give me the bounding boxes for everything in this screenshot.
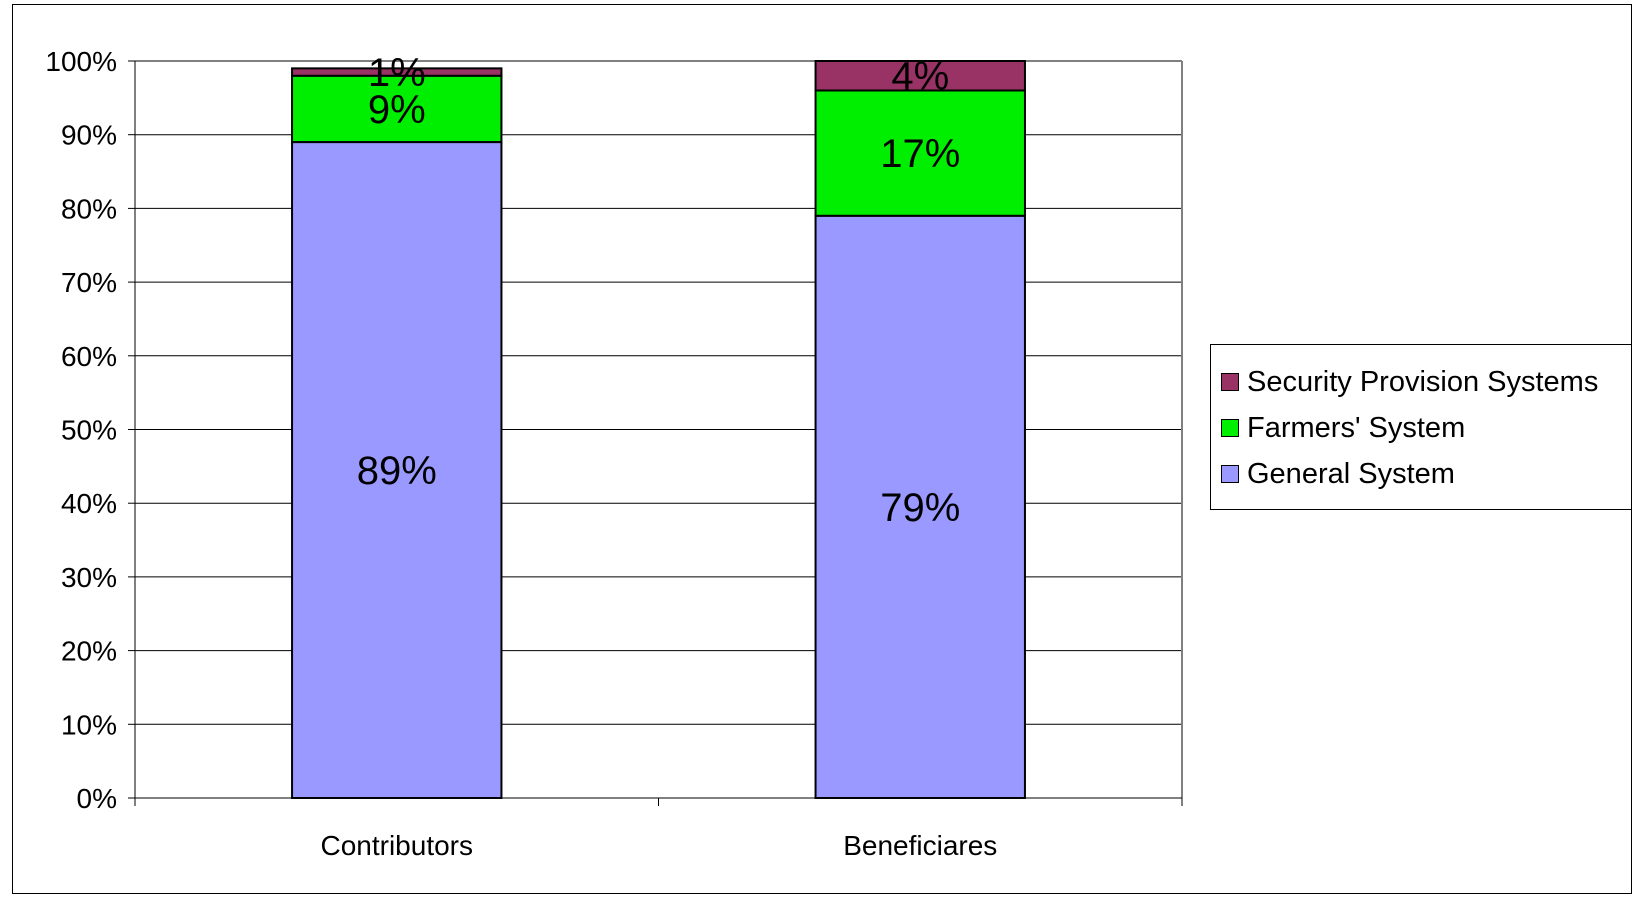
legend-item-security-provision-systems: Security Provision Systems bbox=[1221, 362, 1598, 402]
legend-label: Farmers' System bbox=[1247, 411, 1466, 444]
legend: Security Provision Systems Farmers' Syst… bbox=[1210, 344, 1632, 510]
y-tick-label: 70% bbox=[61, 267, 117, 298]
bar-segment bbox=[814, 89, 1026, 217]
x-tick-label: Contributors bbox=[320, 830, 473, 861]
legend-item-farmers-system: Farmers' System bbox=[1221, 408, 1465, 448]
data-label: 4% bbox=[891, 55, 949, 99]
data-label: 17% bbox=[880, 132, 960, 176]
y-tick-label: 50% bbox=[61, 415, 117, 446]
x-tick-label: Beneficiares bbox=[843, 830, 997, 861]
legend-swatch-general bbox=[1221, 465, 1239, 483]
legend-item-general-system: General System bbox=[1221, 454, 1455, 494]
data-label: 9% bbox=[368, 88, 426, 132]
data-label: 79% bbox=[880, 486, 960, 530]
y-tick-label: 20% bbox=[61, 636, 117, 667]
y-tick-label: 80% bbox=[61, 193, 117, 224]
bar-segment bbox=[291, 74, 503, 144]
bar-segment bbox=[291, 141, 503, 799]
legend-label: General System bbox=[1247, 457, 1455, 490]
bar-segment bbox=[814, 214, 1026, 799]
y-tick-label: 40% bbox=[61, 488, 117, 519]
bars bbox=[291, 60, 1026, 799]
legend-swatch-security bbox=[1221, 373, 1239, 391]
data-labels: 89% 9%1% 79% 17% 4% bbox=[357, 51, 961, 530]
legend-label: Security Provision Systems bbox=[1247, 365, 1599, 398]
data-label: 1% bbox=[368, 51, 426, 95]
y-tick-label: 10% bbox=[61, 709, 117, 740]
y-axis-ticks: 0% 10% 20% 30% 40% 50% 60% 70% 80% 90% 100% bbox=[45, 46, 117, 814]
bar-segment bbox=[814, 60, 1026, 92]
y-tick-label: 30% bbox=[61, 562, 117, 593]
x-axis-ticks: Contributors Beneficiares bbox=[134, 798, 1183, 861]
bar-segment bbox=[291, 67, 503, 77]
legend-swatch-farmers bbox=[1221, 419, 1239, 437]
y-tick-label: 100% bbox=[45, 46, 117, 77]
y-tick-label: 0% bbox=[77, 783, 117, 814]
y-tick-label: 60% bbox=[61, 341, 117, 372]
y-tick-label: 90% bbox=[61, 120, 117, 151]
data-label: 89% bbox=[357, 449, 437, 493]
